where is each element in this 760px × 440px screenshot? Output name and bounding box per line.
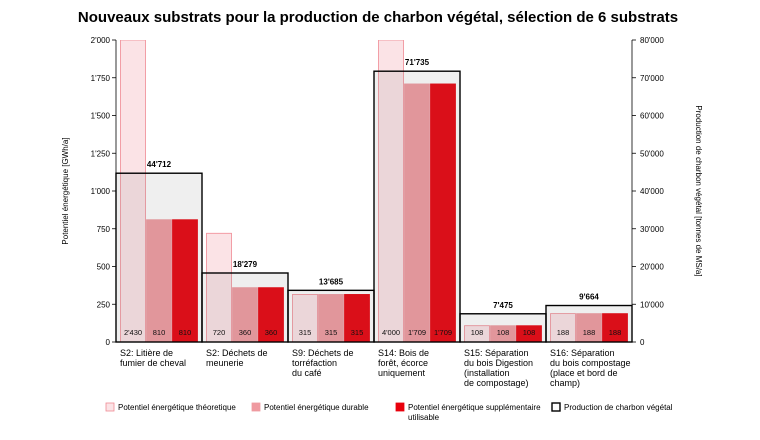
bar-sustainable — [146, 219, 172, 342]
bar-additional — [172, 219, 198, 342]
bar-additional — [430, 83, 456, 342]
category-label: forêt, écorce — [378, 358, 428, 368]
legend-label: utilisable — [408, 413, 440, 422]
legend-label: Potentiel énergétique supplémentaire — [408, 403, 541, 412]
bar-sustainable — [576, 313, 602, 342]
category-label: meunerie — [206, 358, 244, 368]
y2-tick-label: 50'000 — [640, 149, 664, 158]
category-label: S2: Litière de — [120, 348, 173, 358]
charcoal-production-box — [115, 172, 203, 343]
category-label: champ) — [550, 378, 580, 388]
y-tick-label: 2'000 — [91, 36, 111, 45]
legend-swatch — [105, 402, 115, 412]
y-tick-label: 1'500 — [91, 112, 111, 121]
bar-value-label: 810 — [153, 328, 166, 337]
y2-tick-label: 0 — [640, 338, 645, 347]
bar-value-label: 315 — [325, 328, 338, 337]
category-label: du bois compostage — [550, 358, 631, 368]
category-label: du café — [292, 368, 322, 378]
bar-sustainable — [404, 83, 430, 342]
bar-value-label: 108 — [523, 328, 536, 337]
bar-value-label: 360 — [239, 328, 252, 337]
bar-value-label: 1'709 — [434, 328, 452, 337]
plot-area: 0 250 500 750 1'000 1'250 1'500 1'750 2'000 0 10'0… — [61, 36, 703, 388]
bar-value-label: 4'000 — [382, 328, 400, 337]
charcoal-production-box — [545, 304, 633, 343]
bar-value-label: 810 — [179, 328, 192, 337]
bar-value-label: 720 — [213, 328, 226, 337]
category-label: uniquement — [378, 368, 426, 378]
bar-sustainable — [232, 287, 258, 342]
charcoal-production-box — [373, 70, 461, 343]
category-label: S2: Déchets de — [206, 348, 268, 358]
bar-theoretical — [292, 294, 318, 342]
y-axis-title: Potentiel énergétique [GWh/a] — [61, 137, 70, 244]
y-tick-label: 1'000 — [91, 187, 111, 196]
bar-value-label: 360 — [265, 328, 278, 337]
legend-label: Potentiel énergétique théoretique — [118, 403, 236, 412]
legend: Potentiel énergétique théoretique Potenti… — [105, 402, 673, 422]
category-label: S15: Séparation — [464, 348, 529, 358]
bar-theoretical — [378, 40, 404, 342]
bar-value-label: 108 — [497, 328, 510, 337]
bar-theoretical — [550, 313, 576, 342]
y-tick-label: 750 — [97, 225, 111, 234]
category-label: torréfaction — [292, 358, 337, 368]
category-label: S14: Bois de — [378, 348, 429, 358]
y-tick-label: 0 — [106, 338, 111, 347]
bar-additional — [602, 313, 628, 342]
charcoal-production-label: 18'279 — [233, 260, 258, 269]
bar-theoretical — [206, 232, 232, 342]
y2-tick-label: 10'000 — [640, 300, 664, 309]
charcoal-production-label: 71'735 — [405, 58, 430, 67]
legend-swatch — [551, 402, 561, 412]
bar-sustainable — [318, 294, 344, 342]
charcoal-production-box — [459, 313, 547, 343]
category-label: du bois Digestion — [464, 358, 533, 368]
y2-axis-title: Production de charbon végétal [tonnes de… — [694, 105, 703, 276]
bar-value-label: 315 — [351, 328, 364, 337]
category-label: de compostage) — [464, 378, 529, 388]
bar-value-label: 108 — [471, 328, 484, 337]
y2-tick-label: 60'000 — [640, 112, 664, 121]
y2-tick-label: 30'000 — [640, 225, 664, 234]
charcoal-production-label: 13'685 — [319, 277, 344, 286]
charcoal-production-label: 9'664 — [579, 293, 599, 302]
category-label: (place et bord de — [550, 368, 618, 378]
category-label: (installation — [464, 368, 510, 378]
y-tick-label: 1'750 — [91, 74, 111, 83]
y2-tick-label: 70'000 — [640, 74, 664, 83]
category-label: fumier de cheval — [120, 358, 186, 368]
charcoal-production-label: 7'475 — [493, 301, 513, 310]
bars-group — [120, 40, 628, 342]
bar-value-label: 188 — [609, 328, 622, 337]
chart-title: Nouveaux substrats pour la production de… — [78, 9, 678, 26]
y2-tick-label: 80'000 — [640, 36, 664, 45]
y-tick-label: 250 — [97, 300, 111, 309]
bar-theoretical — [120, 40, 146, 342]
legend-swatch — [395, 402, 405, 412]
y-tick-label: 1'250 — [91, 149, 111, 158]
bar-value-label: 1'709 — [408, 328, 426, 337]
bar-additional — [258, 287, 284, 342]
legend-swatch — [251, 402, 261, 412]
bar-value-label: 188 — [583, 328, 596, 337]
category-label: S16: Séparation — [550, 348, 615, 358]
y-tick-label: 500 — [97, 263, 111, 272]
bar-value-label: 2'430 — [124, 328, 142, 337]
charcoal-production-box — [201, 272, 289, 343]
legend-label: Potentiel énergétique durable — [264, 403, 369, 412]
charcoal-production-box — [287, 289, 375, 343]
legend-label: Production de charbon végétal — [564, 403, 673, 412]
category-label: S9: Déchets de — [292, 348, 354, 358]
charcoal-production-label: 44'712 — [147, 160, 172, 169]
y2-tick-label: 20'000 — [640, 263, 664, 272]
bar-value-label: 188 — [557, 328, 570, 337]
y2-tick-label: 40'000 — [640, 187, 664, 196]
bar-value-label: 315 — [299, 328, 312, 337]
